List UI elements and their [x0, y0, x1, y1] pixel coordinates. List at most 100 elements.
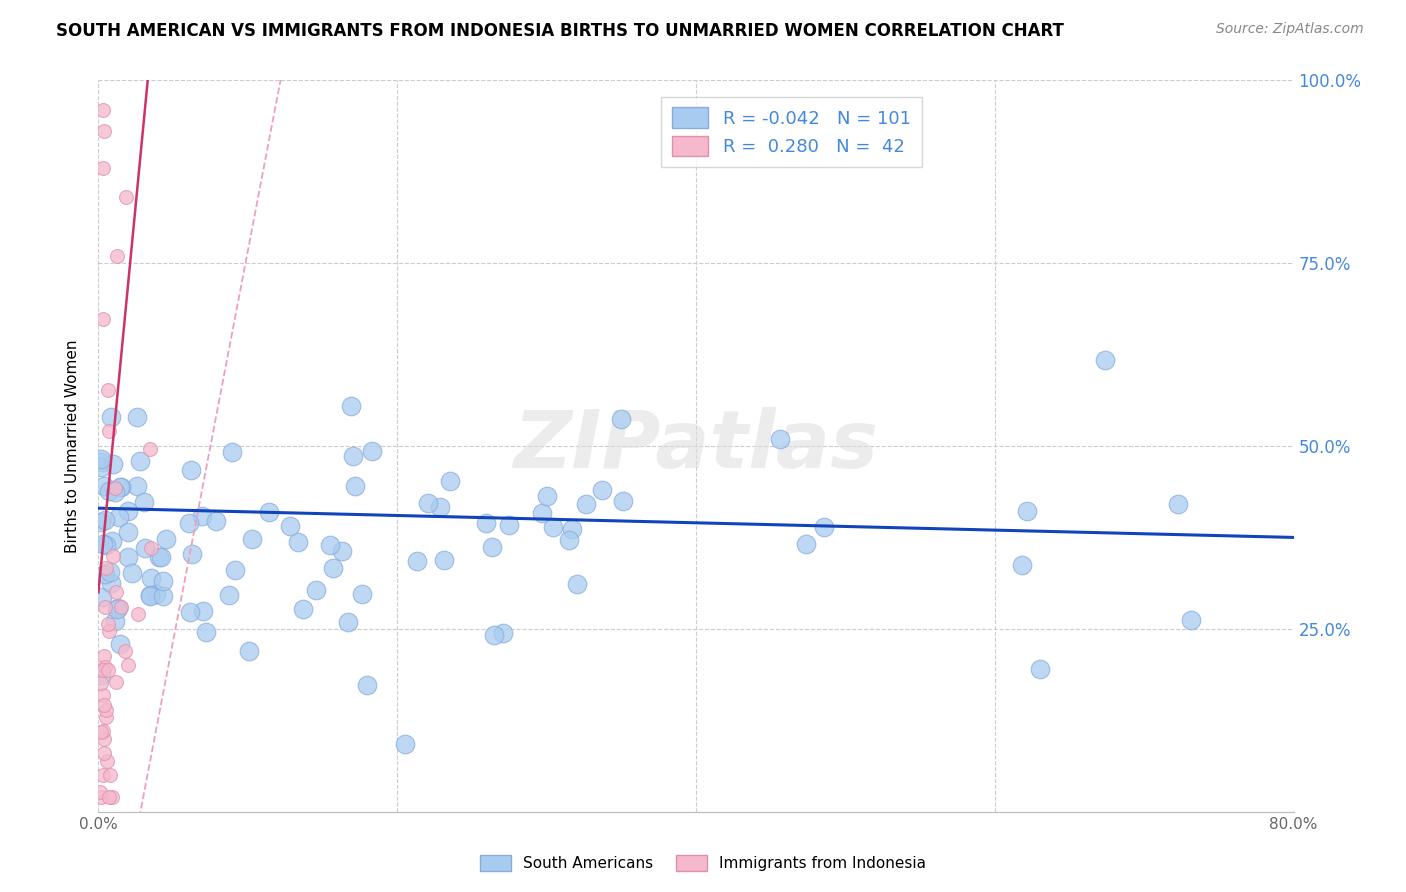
Point [155, 532, 177, 546]
Point [191, 604, 214, 618]
Point [90, 451, 112, 466]
Point [429, 500, 451, 514]
Point [98, 768, 122, 782]
Point [530, 506, 553, 520]
Point [100, 410, 122, 425]
Point [191, 508, 214, 523]
Point [769, 432, 792, 446]
Point [110, 481, 132, 495]
Point [97, 483, 120, 498]
Point [125, 410, 148, 425]
Point [794, 537, 817, 551]
Point [93, 566, 115, 581]
Point [240, 532, 263, 546]
Point [574, 497, 596, 511]
Point [110, 599, 132, 614]
Point [139, 571, 162, 585]
Text: SOUTH AMERICAN VS IMMIGRANTS FROM INDONESIA BIRTHS TO UNMARRIED WOMEN CORRELATIO: SOUTH AMERICAN VS IMMIGRANTS FROM INDONE… [56, 22, 1064, 40]
Point [91, 663, 114, 677]
Point [94, 709, 117, 723]
Point [304, 583, 326, 598]
Point [89, 790, 111, 805]
Point [129, 454, 152, 468]
Point [100, 575, 122, 590]
Point [89, 785, 111, 799]
Point [536, 489, 558, 503]
Point [481, 541, 503, 555]
Point [350, 587, 373, 601]
Point [1180, 613, 1202, 627]
Point [257, 505, 280, 519]
Point [115, 190, 138, 204]
Point [224, 563, 246, 577]
Point [179, 516, 201, 530]
Point [141, 541, 163, 556]
Point [132, 495, 155, 509]
Point [342, 449, 364, 463]
Point [179, 606, 201, 620]
Point [205, 514, 228, 528]
Point [93, 698, 115, 712]
Point [591, 483, 613, 498]
Point [612, 493, 634, 508]
Point [406, 554, 429, 568]
Point [117, 524, 139, 539]
Point [139, 442, 162, 456]
Point [139, 588, 162, 602]
Point [322, 560, 344, 574]
Point [96, 561, 118, 575]
Point [93, 746, 115, 760]
Legend: South Americans, Immigrants from Indonesia: South Americans, Immigrants from Indones… [474, 849, 932, 877]
Point [105, 675, 128, 690]
Point [482, 628, 505, 642]
Point [278, 519, 301, 533]
Point [90, 454, 112, 468]
Point [108, 480, 131, 494]
Point [287, 535, 309, 549]
Point [416, 495, 439, 509]
Point [610, 412, 633, 426]
Point [498, 518, 520, 533]
Point [107, 601, 129, 615]
Point [492, 626, 515, 640]
Text: ZIPatlas: ZIPatlas [513, 407, 879, 485]
Point [1017, 504, 1039, 518]
Point [561, 522, 583, 536]
Point [813, 520, 835, 534]
Point [91, 103, 114, 117]
Point [97, 790, 120, 805]
Point [125, 479, 148, 493]
Point [90, 459, 112, 474]
Point [91, 537, 114, 551]
Point [104, 485, 127, 500]
Point [360, 443, 382, 458]
Point [152, 589, 174, 603]
Point [218, 588, 240, 602]
Point [94, 660, 117, 674]
Point [93, 648, 115, 663]
Y-axis label: Births to Unmarried Women: Births to Unmarried Women [65, 339, 80, 553]
Point [104, 614, 127, 628]
Point [1029, 662, 1052, 676]
Point [93, 600, 115, 615]
Point [121, 566, 143, 580]
Point [98, 624, 121, 639]
Point [97, 425, 120, 439]
Point [152, 574, 174, 589]
Point [97, 663, 120, 677]
Point [134, 541, 156, 555]
Point [117, 658, 139, 673]
Point [90, 515, 112, 529]
Point [433, 553, 456, 567]
Point [343, 479, 366, 493]
Point [105, 249, 128, 263]
Text: Source: ZipAtlas.com: Source: ZipAtlas.com [1216, 22, 1364, 37]
Point [439, 475, 461, 489]
Point [340, 399, 363, 413]
Point [91, 161, 114, 175]
Point [91, 768, 114, 782]
Point [319, 538, 342, 552]
Point [148, 549, 170, 564]
Point [94, 513, 117, 527]
Point [1011, 558, 1033, 573]
